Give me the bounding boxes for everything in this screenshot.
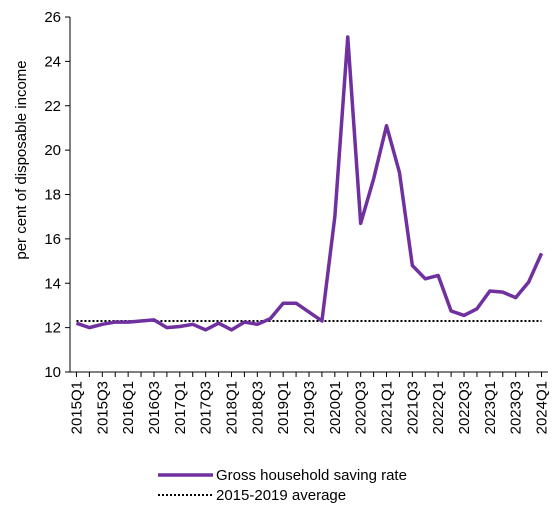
series-layer (75, 35, 544, 332)
y-tick-label: 22 (44, 98, 61, 115)
x-axis: 2015Q1 2015Q3 2016Q1 2016Q3 2017Q1 2017Q3 2018… (68, 371, 551, 434)
x-tick-label: 2018Q1 (223, 381, 240, 434)
y-tick-label: 20 (44, 142, 61, 159)
y-tick-label: 16 (44, 231, 61, 248)
x-tick-label: 2019Q3 (301, 381, 318, 434)
x-tick-label: 2016Q3 (146, 381, 163, 434)
y-tick-label: 24 (44, 53, 61, 70)
y-tick-label: 12 (44, 320, 61, 337)
y-tick-label: 14 (44, 275, 61, 292)
y-axis-title: per cent of disposable income (13, 60, 30, 259)
x-tick-label: 2020Q3 (353, 381, 370, 434)
saving-rate-line (75, 35, 544, 332)
x-tick-label: 2018Q3 (249, 381, 266, 434)
x-tick-label: 2021Q3 (404, 381, 421, 434)
x-tick-label: 2019Q1 (275, 381, 292, 434)
x-tick-label: 2020Q1 (327, 381, 344, 434)
x-tick-label: 2017Q3 (198, 381, 215, 434)
x-tick-label: 2022Q3 (456, 381, 473, 434)
y-tick-label: 10 (44, 364, 61, 381)
y-axis: 10 12 14 16 18 20 22 24 26 (44, 9, 71, 381)
y-tick-label: 26 (44, 9, 61, 26)
x-tick-label: 2015Q1 (68, 381, 85, 434)
legend-label: Gross household saving rate (216, 467, 407, 484)
x-tick-label: 2021Q1 (379, 381, 396, 434)
x-tick-label: 2016Q1 (120, 381, 137, 434)
x-tick-label: 2015Q3 (94, 381, 111, 434)
x-tick-label: 2023Q3 (508, 381, 525, 434)
x-tick-label: 2022Q1 (430, 381, 447, 434)
legend-label: 2015-2019 average (216, 487, 346, 504)
legend: Gross household saving rate 2015-2019 ave… (158, 467, 407, 504)
x-tick-label: 2017Q1 (172, 381, 189, 434)
x-tick-label: 2023Q1 (482, 381, 499, 434)
x-tick-label: 2024Q1 (534, 381, 551, 434)
y-tick-label: 18 (44, 187, 61, 204)
